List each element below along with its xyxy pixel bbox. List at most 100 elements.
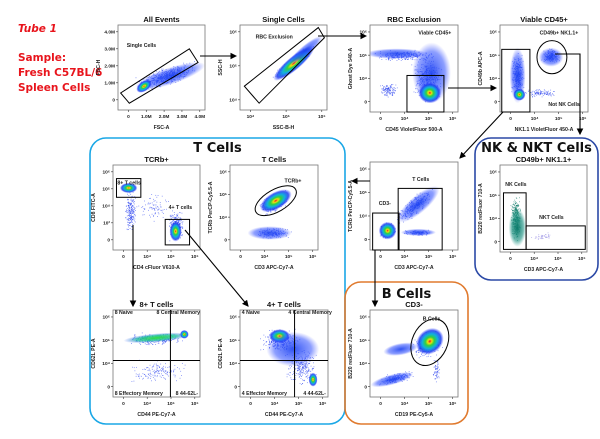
event-dot [147, 373, 149, 375]
event-dot [173, 371, 174, 373]
y-tick-label: 10⁶ [489, 170, 497, 176]
gate[interactable] [119, 48, 199, 104]
event-dot [548, 235, 550, 237]
event-dot [387, 89, 389, 91]
event-dot [158, 208, 160, 210]
event-dot [143, 377, 144, 379]
event-dot [156, 365, 158, 367]
event-dot [263, 349, 264, 350]
density-cluster [123, 332, 190, 344]
event-dot [133, 220, 135, 222]
y-tick-label: 3.0M [104, 47, 115, 53]
event-dot [142, 373, 144, 375]
event-dot [170, 216, 172, 218]
event-dot [129, 222, 131, 224]
event-dot [546, 94, 548, 95]
gate[interactable] [536, 40, 568, 75]
y-tick-label: 10⁶ [102, 315, 110, 321]
event-dot [194, 61, 195, 62]
event-dot [517, 206, 519, 207]
event-dot [138, 376, 139, 378]
event-dot [392, 91, 394, 93]
event-dot [538, 94, 540, 96]
event-dot [125, 205, 127, 207]
event-dot [541, 93, 543, 95]
event-dot [389, 93, 391, 95]
event-dot [542, 91, 544, 92]
event-dot [536, 91, 537, 93]
event-dot [389, 85, 391, 87]
event-dot [385, 88, 387, 90]
event-dot [144, 209, 146, 211]
event-dot [169, 340, 170, 342]
plot-title: RBC Exclusion [387, 15, 441, 24]
event-dot [137, 374, 139, 376]
event-dot [139, 342, 141, 344]
gate[interactable] [164, 218, 191, 246]
event-dot [392, 89, 393, 91]
event-dot [155, 204, 157, 206]
event-dot [151, 342, 152, 344]
gate[interactable] [243, 26, 326, 104]
event-dot [151, 380, 152, 382]
event-dot [141, 207, 143, 208]
event-dot [142, 214, 144, 216]
event-dot [259, 204, 261, 206]
event-dot [543, 89, 545, 91]
event-dot [385, 94, 387, 96]
event-dot [548, 94, 550, 96]
gate[interactable] [372, 212, 400, 251]
event-dot [391, 58, 393, 60]
event-dot [129, 210, 130, 212]
event-dot [155, 371, 157, 373]
y-axis-label: Ghost Dye 540-A [348, 47, 354, 89]
event-dot [167, 371, 169, 373]
event-dot [162, 216, 164, 218]
event-dot [385, 86, 387, 88]
event-dot [513, 207, 515, 209]
event-dot [167, 366, 169, 368]
x-tick-label: 10⁵ [167, 254, 175, 260]
event-dot [132, 195, 134, 197]
event-dot [384, 89, 386, 91]
event-dot [541, 236, 543, 238]
event-dot [147, 376, 149, 378]
event-dot [541, 237, 543, 239]
gate[interactable] [525, 225, 586, 250]
event-dot [552, 93, 553, 95]
event-dot [411, 59, 413, 61]
gate[interactable] [397, 187, 443, 251]
event-dot [163, 367, 165, 369]
event-dot [131, 211, 133, 213]
event-dot [138, 377, 140, 379]
density-cluster [288, 35, 323, 66]
event-dot [266, 213, 268, 215]
event-dot [162, 68, 164, 70]
event-dot [516, 202, 517, 204]
tcells-group-box: T Cells [89, 137, 346, 425]
event-dot [156, 368, 158, 370]
gate[interactable] [501, 48, 531, 113]
event-dot [135, 375, 137, 377]
event-dot [180, 370, 182, 372]
group-border [344, 281, 469, 425]
event-dot [535, 236, 537, 238]
event-dot [150, 372, 152, 374]
event-dot [181, 226, 183, 228]
event-dot [129, 209, 131, 211]
event-dot [170, 371, 172, 373]
event-dot [135, 210, 136, 211]
event-dot [170, 222, 172, 224]
gate[interactable] [406, 74, 445, 113]
gate[interactable] [115, 178, 142, 198]
x-tick-label: 10⁵ [425, 116, 433, 122]
gate[interactable] [502, 192, 527, 250]
event-dot [150, 207, 152, 209]
gate-label: TCRb+ [285, 179, 302, 185]
event-dot [128, 217, 130, 219]
x-tick-label: 10⁵ [282, 114, 290, 120]
y-tick-label: 0 [107, 238, 110, 244]
event-dot [387, 59, 389, 60]
gate[interactable] [250, 180, 301, 222]
event-dot [181, 375, 182, 376]
